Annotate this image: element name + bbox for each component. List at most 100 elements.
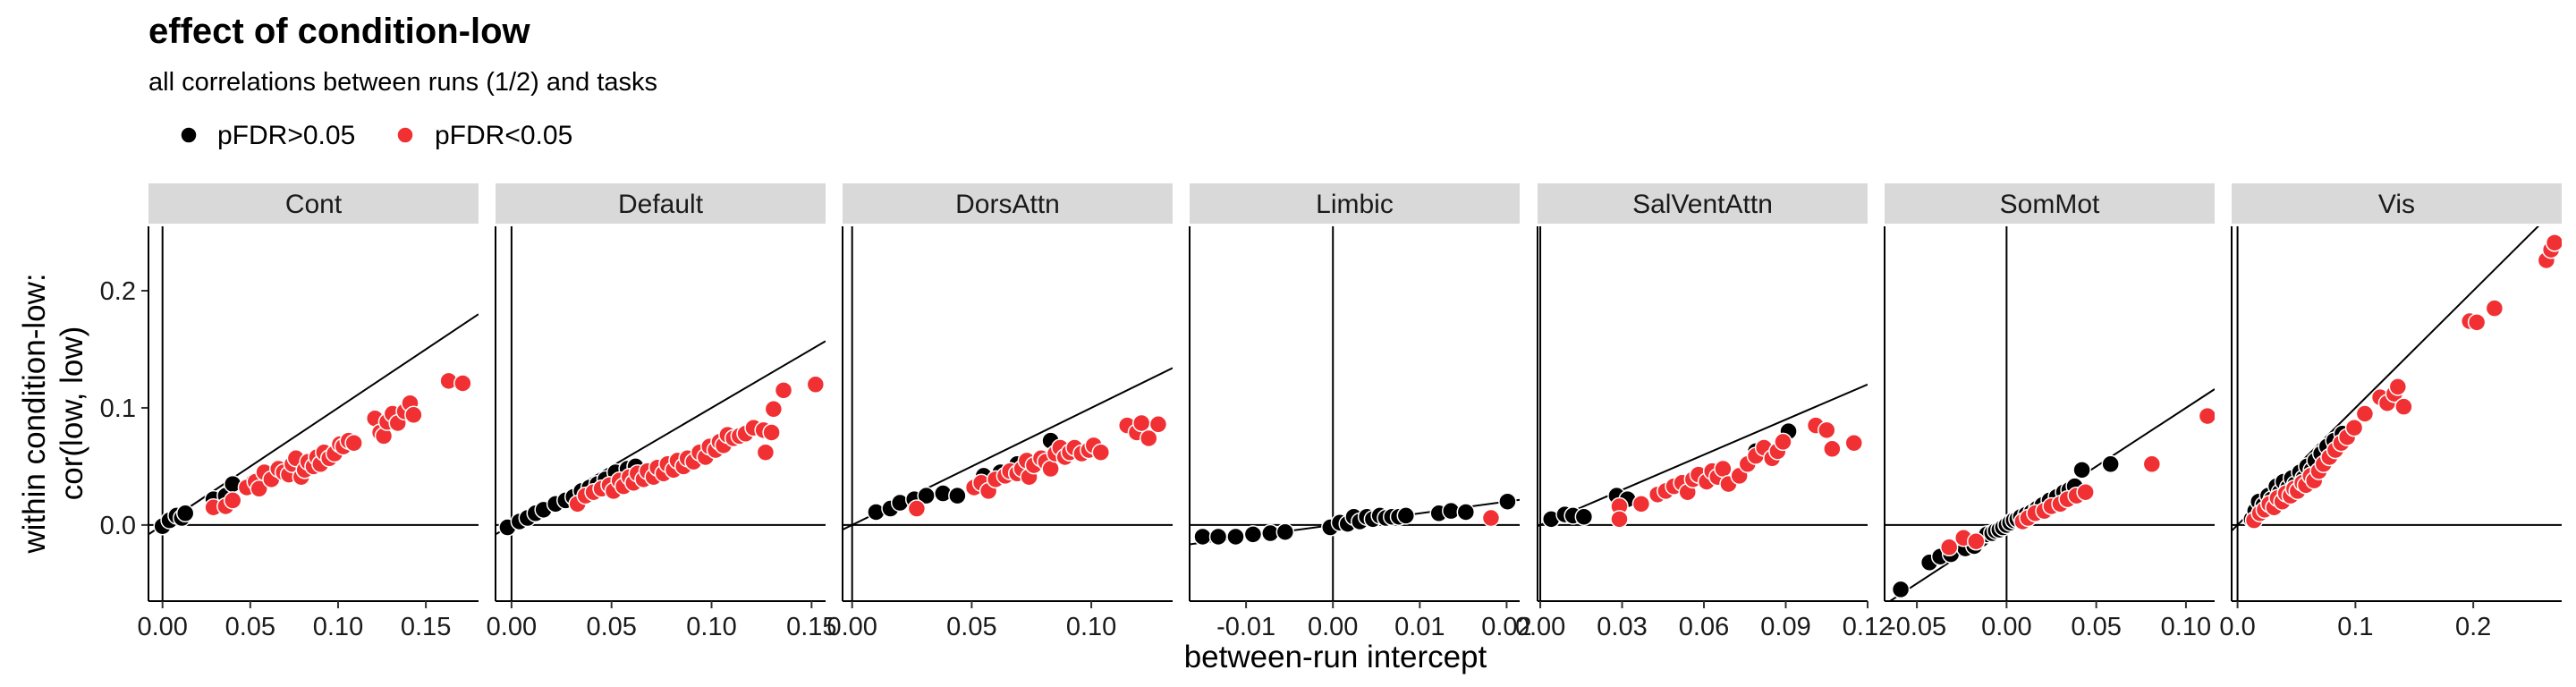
x-tick-label: 0.02 bbox=[1481, 613, 1531, 641]
strip-label: DorsAttn bbox=[955, 190, 1060, 219]
y-axis-title-line1: within condition-low: bbox=[17, 273, 52, 554]
x-tick-label: 0.15 bbox=[401, 613, 451, 641]
chart-subtitle: all correlations between runs (1/2) and … bbox=[148, 68, 657, 97]
facet-panels: Cont 0.00 0.05 0.10 0.15 Default 0.00 0.05 0.10 0… bbox=[137, 183, 2562, 641]
point-sig bbox=[1631, 495, 1651, 513]
x-tick-label: 0.03 bbox=[1597, 613, 1647, 641]
panel-cont: Cont 0.00 0.05 0.10 0.15 bbox=[137, 183, 479, 641]
point-sig bbox=[1041, 459, 1060, 479]
panel-default: Default 0.00 0.05 0.10 0.15 bbox=[487, 183, 837, 641]
x-tick-label: 0.05 bbox=[946, 613, 996, 641]
point-sig bbox=[250, 479, 268, 498]
strip-background bbox=[2232, 183, 2562, 224]
plot-area bbox=[148, 226, 479, 601]
plot-area bbox=[496, 226, 826, 601]
point-ns bbox=[1574, 507, 1594, 526]
plot-area bbox=[2232, 226, 2562, 601]
point-sig bbox=[1844, 433, 1864, 453]
point-sig bbox=[764, 400, 784, 419]
point-sig bbox=[1140, 428, 1158, 448]
point-sig bbox=[1131, 413, 1151, 433]
x-tick-label: 0.00 bbox=[137, 613, 187, 641]
point-ns bbox=[1891, 580, 1911, 599]
plot-area bbox=[1538, 226, 1868, 601]
x-tick-label: 0.01 bbox=[1394, 613, 1445, 641]
x-tick-label: 0.00 bbox=[487, 613, 537, 641]
strip-background bbox=[496, 183, 826, 224]
panel-salventattn: SalVentAttn 0.00 0.03 0.06 0.09 0.12 bbox=[1515, 183, 1893, 641]
x-tick-label: 0.0 bbox=[2219, 613, 2255, 641]
strip-background bbox=[1538, 183, 1868, 224]
identity-line bbox=[148, 313, 479, 536]
strip-background bbox=[148, 183, 479, 224]
point-sig bbox=[2198, 406, 2215, 426]
x-tick-label: 0.00 bbox=[1515, 613, 1565, 641]
legend-label-ns: pFDR>0.05 bbox=[217, 121, 355, 150]
point-sig bbox=[2485, 299, 2504, 318]
point-sig bbox=[1967, 531, 1986, 551]
legend-key-sig bbox=[396, 126, 414, 144]
x-tick-label: 0.10 bbox=[1066, 613, 1116, 641]
plot-area bbox=[1190, 226, 1520, 601]
point-ns bbox=[1193, 527, 1212, 547]
strip-background bbox=[1190, 183, 1520, 224]
x-tick-label: 0.05 bbox=[225, 613, 275, 641]
point-ns bbox=[1243, 525, 1263, 544]
point-sig bbox=[762, 423, 781, 442]
point-sig bbox=[774, 381, 793, 400]
point-sig bbox=[1481, 508, 1501, 528]
point-sig bbox=[1148, 415, 1168, 434]
y-axis-title: within condition-low: cor(low, low) bbox=[17, 273, 89, 554]
legend-key-ns bbox=[180, 126, 198, 144]
y-tick-label: 0.2 bbox=[100, 277, 136, 306]
panel-vis: Vis 0.0 0.1 0.2 bbox=[2219, 183, 2562, 641]
strip-label: Default bbox=[618, 190, 704, 219]
point-ns bbox=[1275, 522, 1295, 541]
point-ns bbox=[2072, 461, 2091, 479]
point-sig bbox=[2355, 404, 2375, 423]
point-ns bbox=[1498, 492, 1517, 511]
y-axis: 0.0 0.1 0.2 bbox=[100, 277, 148, 540]
x-tick-label: 0.10 bbox=[686, 613, 736, 641]
x-tick-label: 0.00 bbox=[1308, 613, 1358, 641]
point-sig bbox=[344, 433, 363, 453]
y-axis-title-line2: cor(low, low) bbox=[55, 327, 89, 500]
x-tick-label: 0.05 bbox=[2071, 613, 2121, 641]
strip-label: SalVentAttn bbox=[1632, 190, 1773, 219]
point-sig bbox=[1939, 538, 1959, 557]
point-sig bbox=[453, 374, 472, 393]
panel-dorsattn: DorsAttn 0.00 0.05 0.10 bbox=[826, 183, 1173, 641]
point-sig bbox=[2388, 377, 2408, 396]
point-ns bbox=[1226, 527, 1245, 547]
y-tick-label: 0.0 bbox=[100, 512, 136, 540]
legend-label-sig: pFDR<0.05 bbox=[435, 121, 572, 150]
point-sig bbox=[1774, 432, 1792, 452]
point-sig bbox=[1091, 443, 1111, 462]
point-ns bbox=[948, 486, 967, 505]
x-tick-label: -0.01 bbox=[1216, 613, 1275, 641]
point-sig bbox=[2142, 454, 2162, 474]
point-sig bbox=[2344, 418, 2364, 437]
point-ns bbox=[1396, 506, 1416, 525]
x-tick-label: 0.15 bbox=[786, 613, 836, 641]
point-sig bbox=[2467, 313, 2487, 332]
point-sig bbox=[1823, 439, 1842, 459]
point-ns bbox=[175, 504, 195, 523]
strip-label: Vis bbox=[2378, 190, 2415, 219]
plot-area bbox=[843, 226, 1173, 601]
x-tick-label: 0.00 bbox=[1981, 613, 2031, 641]
point-sig bbox=[1610, 510, 1629, 529]
strip-label: SomMot bbox=[2000, 190, 2100, 219]
identity-line bbox=[1538, 383, 1868, 528]
plot-area bbox=[1885, 226, 2215, 601]
x-tick-label: 0.10 bbox=[313, 613, 363, 641]
chart-title: effect of condition-low bbox=[148, 12, 531, 51]
point-sig bbox=[907, 499, 927, 518]
legend: pFDR>0.05 pFDR<0.05 bbox=[180, 121, 572, 150]
point-sig bbox=[2076, 482, 2095, 502]
x-tick-label: -0.05 bbox=[1887, 613, 1946, 641]
strip-label: Limbic bbox=[1316, 190, 1394, 219]
panel-limbic: Limbic -0.01 0.00 0.01 0.02 bbox=[1189, 183, 1532, 641]
point-sig bbox=[404, 405, 423, 425]
x-tick-label: 0.06 bbox=[1679, 613, 1729, 641]
